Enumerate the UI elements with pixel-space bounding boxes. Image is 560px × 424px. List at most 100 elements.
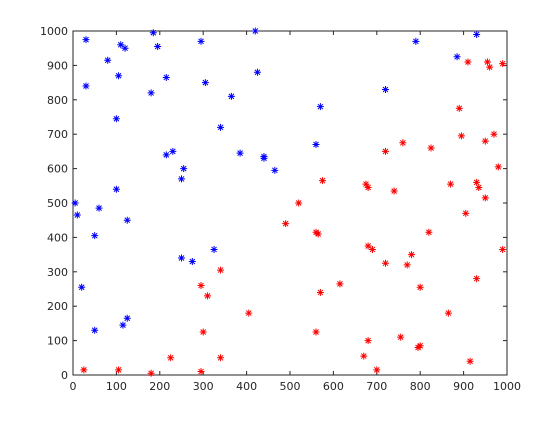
y-tick-label: 900 bbox=[47, 59, 68, 72]
data-point bbox=[360, 352, 368, 360]
data-point bbox=[245, 309, 253, 317]
data-point bbox=[403, 261, 411, 269]
x-tick-label: 600 bbox=[323, 380, 344, 393]
data-point bbox=[91, 326, 99, 334]
y-tick-label: 600 bbox=[47, 163, 68, 176]
data-point bbox=[316, 103, 324, 111]
y-tick-label: 700 bbox=[47, 128, 68, 141]
data-point bbox=[425, 228, 433, 236]
data-point bbox=[80, 366, 88, 374]
data-point bbox=[253, 68, 261, 76]
data-point bbox=[188, 257, 196, 265]
data-point bbox=[282, 220, 290, 228]
y-tick-label: 300 bbox=[47, 266, 68, 279]
data-point bbox=[397, 333, 405, 341]
data-point bbox=[457, 132, 465, 140]
data-point bbox=[464, 58, 472, 66]
data-point bbox=[416, 283, 424, 291]
y-tick-label: 400 bbox=[47, 231, 68, 244]
y-tick-label: 100 bbox=[47, 335, 68, 348]
data-point bbox=[217, 354, 225, 362]
data-point bbox=[466, 357, 474, 365]
data-point bbox=[319, 177, 327, 185]
data-point bbox=[117, 41, 125, 49]
data-point bbox=[494, 163, 502, 171]
data-point bbox=[473, 275, 481, 283]
data-point bbox=[82, 82, 90, 90]
data-point bbox=[167, 354, 175, 362]
data-point bbox=[381, 259, 389, 267]
data-point bbox=[364, 184, 372, 192]
data-point bbox=[169, 147, 177, 155]
data-point bbox=[381, 85, 389, 93]
data-point bbox=[95, 204, 103, 212]
data-point bbox=[399, 139, 407, 147]
data-point bbox=[481, 194, 489, 202]
data-point bbox=[119, 321, 127, 329]
y-tick-label: 500 bbox=[47, 197, 68, 210]
x-tick-label: 1000 bbox=[493, 380, 521, 393]
data-point bbox=[178, 175, 185, 183]
data-point bbox=[197, 368, 205, 376]
data-point bbox=[373, 366, 381, 374]
data-point bbox=[499, 245, 507, 253]
data-point bbox=[416, 342, 424, 350]
data-point bbox=[199, 328, 207, 336]
x-tick-label: 0 bbox=[70, 380, 77, 393]
data-point bbox=[123, 314, 131, 322]
data-point bbox=[462, 209, 470, 217]
data-point bbox=[112, 185, 120, 193]
y-tick-label: 200 bbox=[47, 300, 68, 313]
data-point bbox=[447, 180, 455, 188]
data-point bbox=[236, 149, 244, 157]
data-point bbox=[123, 216, 131, 224]
data-point bbox=[486, 63, 494, 71]
data-point bbox=[455, 104, 463, 112]
data-point bbox=[91, 232, 99, 240]
data-point bbox=[473, 178, 481, 186]
plot-area bbox=[72, 30, 508, 376]
y-axis-ticks: 0 100 200 300 400 500 600 700 800 900 1000 bbox=[40, 25, 507, 382]
y-tick-label: 0 bbox=[61, 369, 68, 382]
series-1 bbox=[71, 27, 481, 334]
data-point bbox=[197, 282, 205, 290]
data-point bbox=[444, 309, 452, 317]
data-point bbox=[217, 266, 225, 274]
data-point bbox=[475, 184, 483, 192]
data-point bbox=[197, 37, 205, 45]
data-point bbox=[408, 251, 416, 259]
data-point bbox=[295, 199, 303, 207]
data-point bbox=[154, 42, 162, 50]
data-point bbox=[73, 211, 81, 219]
data-point bbox=[71, 199, 79, 207]
data-point bbox=[201, 79, 209, 87]
data-point bbox=[180, 165, 188, 173]
data-point bbox=[483, 58, 491, 66]
x-tick-label: 500 bbox=[280, 380, 301, 393]
data-point bbox=[364, 337, 372, 345]
x-tick-label: 100 bbox=[106, 380, 127, 393]
x-tick-label: 800 bbox=[410, 380, 431, 393]
data-point bbox=[82, 36, 90, 44]
data-point bbox=[499, 60, 507, 68]
data-point bbox=[490, 130, 498, 138]
data-point bbox=[115, 366, 123, 374]
data-point bbox=[260, 154, 268, 162]
data-point bbox=[112, 115, 120, 123]
data-point bbox=[312, 228, 320, 236]
data-point bbox=[147, 89, 155, 97]
data-point bbox=[104, 56, 112, 64]
x-tick-label: 200 bbox=[149, 380, 170, 393]
data-point bbox=[162, 73, 170, 81]
x-tick-label: 300 bbox=[193, 380, 214, 393]
series-2 bbox=[80, 58, 507, 377]
data-point bbox=[481, 137, 489, 145]
data-point bbox=[121, 44, 129, 52]
data-point bbox=[312, 141, 320, 149]
data-point bbox=[162, 151, 170, 159]
data-point bbox=[336, 280, 344, 288]
data-point bbox=[427, 144, 435, 152]
y-tick-label: 1000 bbox=[40, 25, 68, 38]
